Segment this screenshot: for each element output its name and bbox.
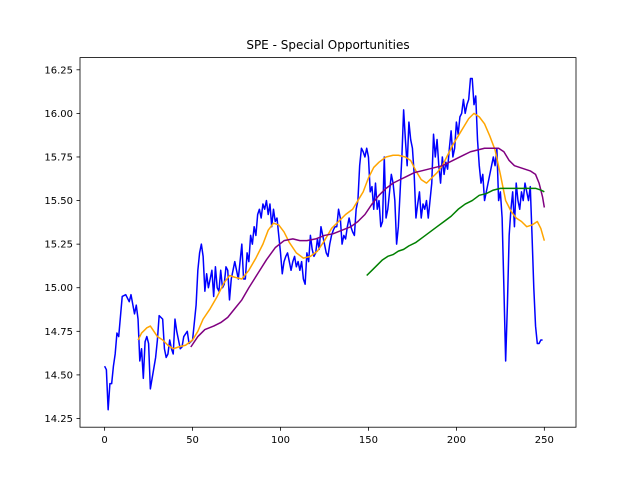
- chart-title: SPE - Special Opportunities: [246, 38, 409, 52]
- y-tick-label-0: 14.25: [44, 414, 73, 425]
- x-tick-label-4: 200: [447, 435, 466, 446]
- x-tick-label-2: 100: [271, 435, 290, 446]
- y-tick-label-6: 15.75: [44, 152, 73, 163]
- axes-frame: [79, 57, 577, 428]
- plot-area: [80, 57, 576, 428]
- x-tick-label-0: 0: [101, 435, 107, 446]
- x-tick-label-3: 150: [359, 435, 378, 446]
- series-line-1: [137, 112, 546, 350]
- y-tick-label-3: 15.00: [44, 283, 73, 294]
- y-tick-label-7: 16.00: [44, 109, 73, 120]
- x-axis-ticks: 0 50 100 150 200 250: [101, 427, 554, 446]
- x-tick-label-1: 50: [186, 435, 199, 446]
- series-layer: [103, 77, 546, 411]
- y-tick-label-8: 16.25: [44, 65, 73, 76]
- y-tick-label-2: 14.75: [44, 327, 73, 338]
- series-line-2: [190, 147, 546, 348]
- y-tick-label-4: 15.25: [44, 240, 73, 251]
- y-tick-label-5: 15.50: [44, 196, 73, 207]
- y-axis-ticks: 14.25 14.50 14.75 15.00 15.25 15.50 15.75 16.00…: [44, 65, 80, 425]
- x-tick-label-5: 250: [535, 435, 554, 446]
- y-tick-label-1: 14.50: [44, 370, 73, 381]
- series-line-3: [366, 187, 545, 277]
- series-line-0: [103, 77, 543, 411]
